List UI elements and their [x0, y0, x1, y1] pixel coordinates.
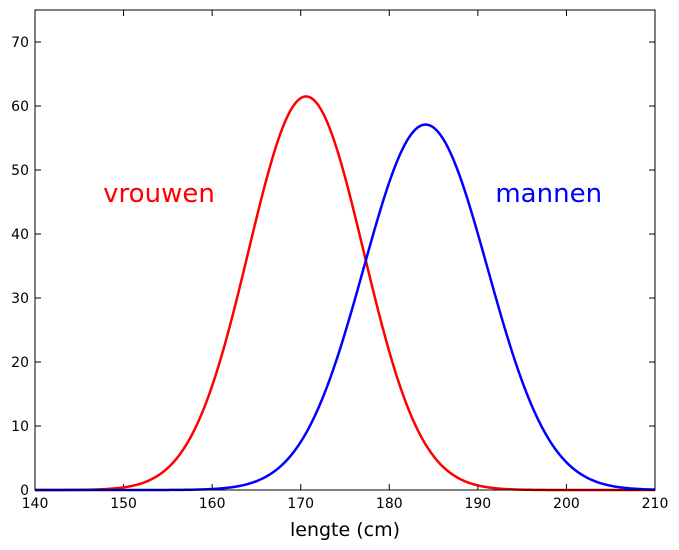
x-axis-label: lengte (cm): [290, 519, 400, 541]
annotations: vrouwen mannen: [103, 179, 602, 209]
x-tick-label: 140: [22, 496, 49, 512]
y-tick-label: 30: [11, 291, 29, 307]
x-tick-label: 190: [464, 496, 491, 512]
annotation-mannen: mannen: [495, 179, 602, 209]
y-tick-label: 40: [11, 227, 29, 243]
y-tick-label: 50: [11, 163, 29, 179]
y-tick-label: 0: [20, 483, 29, 499]
annotation-vrouwen: vrouwen: [103, 179, 215, 209]
plot-frame: [34, 9, 656, 491]
x-tick-label: 210: [642, 496, 669, 512]
x-tick-label: 180: [376, 496, 403, 512]
x-tick-label: 170: [287, 496, 314, 512]
axis-ticks: 140 150 160 170 180 190 200 210 0 10 20 30 40 50 60 70: [11, 10, 668, 512]
y-tick-label: 70: [11, 35, 29, 51]
y-tick-label: 10: [11, 419, 29, 435]
y-tick-label: 60: [11, 99, 29, 115]
x-tick-label: 150: [110, 496, 137, 512]
x-tick-label: 160: [199, 496, 226, 512]
y-tick-label: 20: [11, 355, 29, 371]
x-tick-label: 200: [553, 496, 580, 512]
